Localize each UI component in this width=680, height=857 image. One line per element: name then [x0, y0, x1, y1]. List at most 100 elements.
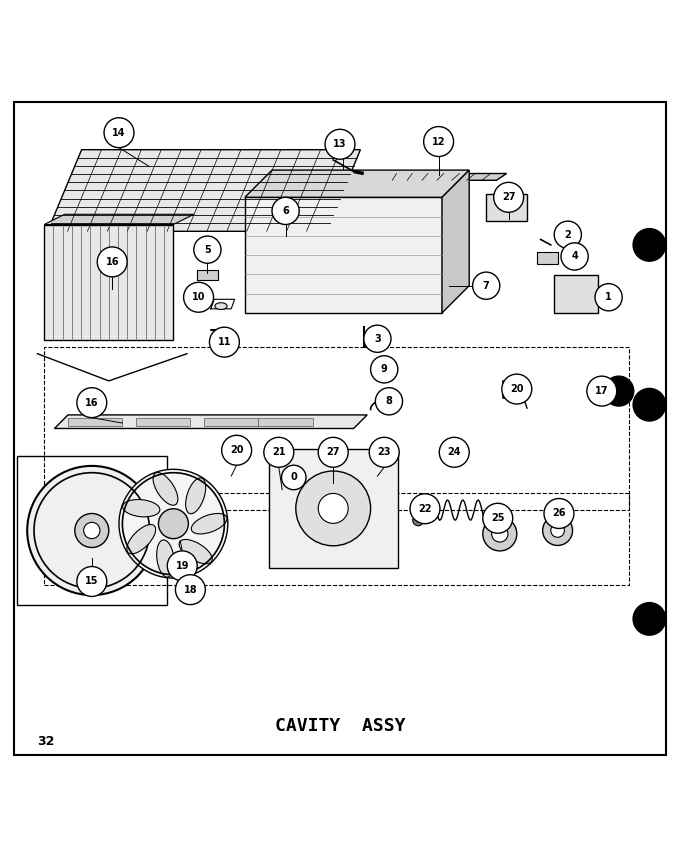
Text: CAVITY  ASSY: CAVITY ASSY: [275, 717, 405, 735]
Text: 12: 12: [432, 136, 445, 147]
Text: 16: 16: [105, 257, 119, 267]
Ellipse shape: [153, 472, 178, 506]
Text: 11: 11: [218, 337, 231, 347]
Bar: [554, 275, 598, 313]
Bar: [44, 347, 629, 510]
Text: 22: 22: [418, 504, 432, 513]
Text: 26: 26: [552, 508, 566, 518]
Circle shape: [318, 437, 348, 467]
Text: 2: 2: [564, 230, 571, 240]
Circle shape: [184, 282, 214, 312]
Bar: [197, 270, 218, 280]
Circle shape: [369, 437, 399, 467]
Circle shape: [77, 387, 107, 417]
Circle shape: [410, 494, 440, 524]
Circle shape: [483, 517, 517, 551]
Text: 1: 1: [605, 292, 612, 303]
Circle shape: [439, 437, 469, 467]
Bar: [17, 456, 167, 605]
Circle shape: [473, 273, 500, 299]
Circle shape: [194, 236, 221, 263]
Circle shape: [371, 356, 398, 383]
Circle shape: [296, 471, 371, 546]
Circle shape: [551, 524, 564, 537]
Circle shape: [375, 387, 403, 415]
Bar: [486, 194, 527, 221]
Bar: [537, 252, 558, 264]
Circle shape: [587, 376, 617, 406]
Circle shape: [561, 243, 588, 270]
Polygon shape: [44, 214, 194, 225]
Circle shape: [544, 499, 574, 529]
Text: 21: 21: [272, 447, 286, 458]
Circle shape: [632, 387, 666, 422]
Circle shape: [27, 466, 156, 595]
Ellipse shape: [127, 524, 156, 554]
Circle shape: [632, 602, 666, 636]
Text: 14: 14: [112, 128, 126, 138]
Bar: [44, 225, 173, 340]
Circle shape: [75, 513, 109, 548]
Bar: [68, 417, 122, 427]
Text: 32: 32: [37, 734, 55, 748]
Text: 20: 20: [230, 446, 243, 455]
Text: 8: 8: [386, 396, 392, 406]
Circle shape: [175, 575, 205, 605]
Circle shape: [595, 284, 622, 311]
Circle shape: [424, 127, 454, 157]
Circle shape: [604, 376, 634, 406]
Circle shape: [325, 129, 355, 159]
Circle shape: [97, 247, 127, 277]
Circle shape: [364, 325, 391, 352]
Circle shape: [543, 516, 573, 545]
Ellipse shape: [186, 478, 205, 513]
Circle shape: [554, 221, 581, 249]
Text: 5: 5: [204, 244, 211, 255]
Text: 9: 9: [381, 364, 388, 375]
Circle shape: [318, 494, 348, 524]
Ellipse shape: [191, 513, 227, 534]
Text: 0: 0: [290, 472, 297, 482]
Text: 24: 24: [447, 447, 461, 458]
Circle shape: [84, 522, 100, 539]
Bar: [44, 493, 629, 584]
Polygon shape: [442, 170, 469, 313]
Bar: [258, 417, 313, 427]
Ellipse shape: [156, 540, 174, 577]
Bar: [245, 197, 442, 313]
Text: 7: 7: [483, 281, 490, 291]
Circle shape: [632, 228, 666, 262]
Text: 15: 15: [85, 577, 99, 586]
Polygon shape: [377, 173, 507, 180]
Polygon shape: [54, 415, 367, 428]
Ellipse shape: [179, 539, 212, 564]
Text: 13: 13: [333, 139, 347, 149]
Text: 23: 23: [377, 447, 391, 458]
Ellipse shape: [215, 303, 227, 309]
Text: 3: 3: [374, 333, 381, 344]
Ellipse shape: [122, 500, 160, 517]
Circle shape: [264, 437, 294, 467]
Text: 18: 18: [184, 584, 197, 595]
Text: 20: 20: [510, 384, 524, 394]
Circle shape: [272, 197, 299, 225]
Circle shape: [158, 509, 188, 539]
Circle shape: [494, 183, 524, 213]
Circle shape: [209, 327, 239, 357]
Circle shape: [282, 465, 306, 489]
Text: 16: 16: [85, 398, 99, 408]
Circle shape: [502, 375, 532, 404]
Circle shape: [77, 566, 107, 596]
Circle shape: [167, 551, 197, 581]
Text: 10: 10: [192, 292, 205, 303]
Bar: [269, 449, 398, 568]
Circle shape: [119, 470, 228, 578]
Bar: [204, 417, 258, 427]
Circle shape: [492, 525, 508, 542]
Circle shape: [483, 503, 513, 533]
Text: 17: 17: [595, 387, 609, 396]
Text: 25: 25: [491, 513, 505, 524]
Text: 19: 19: [175, 560, 189, 571]
Circle shape: [104, 117, 134, 147]
Text: 27: 27: [502, 192, 515, 202]
